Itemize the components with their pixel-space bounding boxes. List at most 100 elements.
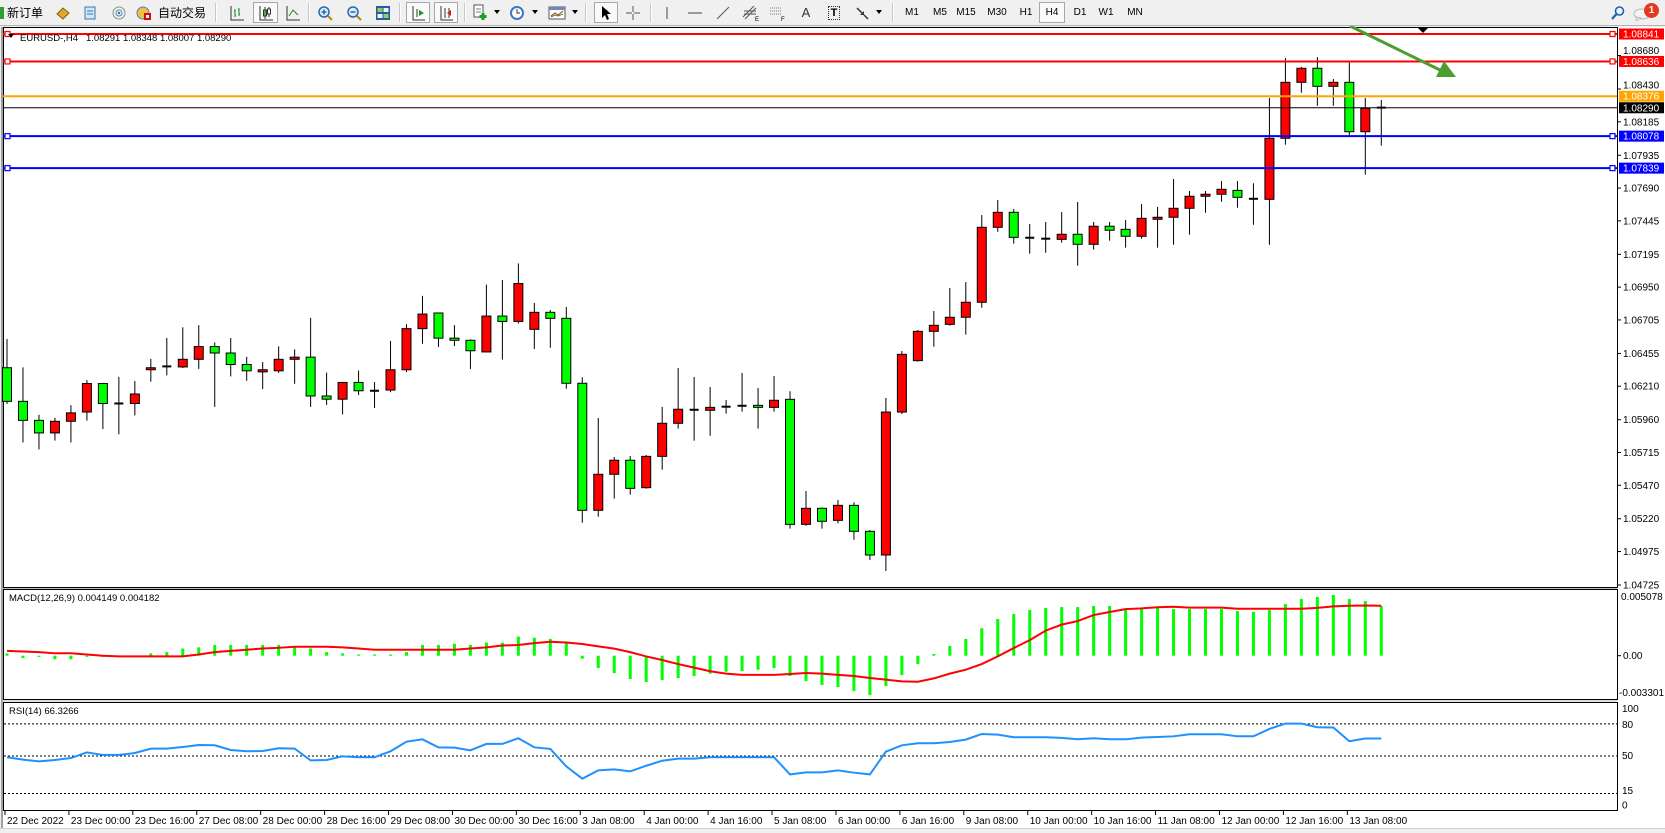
time-axis-label: 30 Dec 00:00 — [454, 816, 514, 827]
metaeditor-button[interactable] — [53, 2, 73, 23]
macd-histogram-bar — [405, 652, 408, 656]
candle — [49, 417, 60, 441]
line-handle-left[interactable] — [4, 133, 11, 140]
auto-scroll-button[interactable] — [406, 2, 430, 23]
indicators-icon — [473, 4, 487, 20]
macd-histogram-bar — [484, 642, 488, 656]
candle-body-bull — [673, 408, 684, 424]
text-tool-button[interactable]: A — [796, 2, 816, 23]
zoom-out-button[interactable] — [343, 2, 365, 23]
arrow-annotation[interactable] — [1349, 24, 1456, 77]
price-axis-label: 1.05220 — [1623, 514, 1660, 525]
candle — [513, 263, 524, 324]
templates-dropdown[interactable] — [572, 10, 578, 14]
chart-shift-marker-icon[interactable] — [1418, 28, 1428, 33]
bar-chart-button[interactable] — [226, 2, 248, 23]
arrows-button[interactable] — [852, 2, 872, 23]
indicators-button[interactable] — [469, 2, 491, 23]
line-handle-right[interactable] — [1609, 133, 1616, 140]
arrows-dropdown[interactable] — [876, 10, 882, 14]
horizontal-line-button[interactable] — [685, 2, 705, 23]
line-handle-left[interactable] — [4, 165, 11, 172]
candle-body-bull — [1328, 81, 1339, 87]
macd-histogram-bar — [69, 655, 73, 660]
timeframe-w1[interactable]: W1 — [1098, 7, 1114, 18]
timeframe-m5[interactable]: M5 — [933, 7, 947, 18]
candle — [257, 361, 268, 390]
macd-histogram-bar — [1140, 608, 1144, 656]
candle-body-bull — [273, 358, 284, 372]
timeframe-h1[interactable]: H1 — [1019, 7, 1033, 18]
candle-body-bear — [545, 311, 556, 319]
fibo-retracement-button[interactable]: F — [768, 2, 788, 23]
line-handle-left[interactable] — [4, 58, 11, 65]
crosshair-button[interactable] — [622, 2, 644, 23]
price-axis-label: 1.08430 — [1623, 81, 1660, 92]
timeframe-m30[interactable]: M30 — [987, 7, 1007, 18]
chart-shift-button[interactable] — [434, 2, 458, 23]
candle-body-bull — [593, 473, 604, 511]
periods-button[interactable] — [506, 2, 528, 23]
tile-windows-button[interactable] — [372, 2, 394, 23]
cursor-button[interactable] — [594, 2, 618, 23]
auto-trading-button[interactable]: 自动交易 — [135, 2, 210, 23]
candles — [2, 57, 1386, 571]
candle — [305, 317, 316, 407]
templates-button[interactable] — [546, 2, 568, 23]
line-handle-right[interactable] — [1609, 58, 1616, 65]
search-button[interactable] — [1608, 2, 1628, 23]
candle — [81, 380, 92, 421]
periods-dropdown[interactable] — [532, 10, 538, 14]
line-handle-right[interactable] — [1609, 165, 1616, 172]
chart-symbol-title: EURUSD-,H4 — [20, 33, 78, 44]
line-chart-button[interactable] — [282, 2, 304, 23]
macd-histogram-bar — [213, 644, 217, 656]
chart-menu-triangle-icon[interactable] — [8, 34, 14, 38]
candle-body-bull — [385, 369, 396, 391]
candle-body-bull — [944, 316, 955, 325]
toolbar-separator — [308, 3, 310, 22]
time-axis-label: 6 Jan 00:00 — [838, 816, 891, 827]
macd-histogram-bar — [596, 655, 600, 669]
line-handle-right[interactable] — [1609, 30, 1616, 38]
indicators-dropdown[interactable] — [494, 10, 500, 14]
macd-histogram-bar — [708, 655, 712, 674]
timeframe-d1[interactable]: D1 — [1073, 7, 1087, 18]
vertical-line-button[interactable] — [657, 2, 677, 23]
trendline-button[interactable] — [713, 2, 733, 23]
candle — [1088, 221, 1099, 250]
macd-histogram-bar — [1188, 609, 1192, 656]
price-line-label: 1.08290 — [1623, 103, 1660, 114]
candle — [721, 400, 731, 414]
candle-body-bull — [49, 420, 60, 434]
candle-body-bear — [561, 317, 572, 384]
time-axis-label: 5 Jan 08:00 — [774, 816, 827, 827]
candle — [545, 310, 556, 348]
signals-button[interactable] — [109, 2, 129, 23]
label-tool-button[interactable]: T — [824, 2, 844, 23]
timeframe-m1[interactable]: M1 — [905, 7, 919, 18]
candle — [705, 387, 716, 436]
timeframe-m15[interactable]: M15 — [956, 7, 976, 18]
candle — [241, 356, 252, 381]
new-order-button[interactable]: 新订单 — [0, 2, 46, 23]
history-button[interactable] — [80, 2, 100, 23]
candle-body-bull — [960, 301, 971, 318]
timeframe-h4[interactable]: H4 — [1039, 2, 1065, 23]
timeframe-mn[interactable]: MN — [1127, 7, 1143, 18]
candle — [880, 397, 891, 571]
fibo-channel-button[interactable]: E — [741, 2, 761, 23]
candle — [17, 367, 28, 443]
candle — [162, 337, 172, 376]
price-line-label-bg — [1619, 28, 1664, 40]
zoom-in-button[interactable] — [314, 2, 336, 23]
notification-badge: 1 — [1644, 3, 1659, 18]
candle-body-bull — [769, 399, 780, 408]
candle-body-bear — [433, 312, 444, 339]
candlestick-button[interactable] — [253, 2, 278, 23]
toolbar-separator — [892, 3, 894, 22]
macd-histogram-bar — [1219, 609, 1223, 656]
arrow-shaft — [1349, 24, 1443, 73]
